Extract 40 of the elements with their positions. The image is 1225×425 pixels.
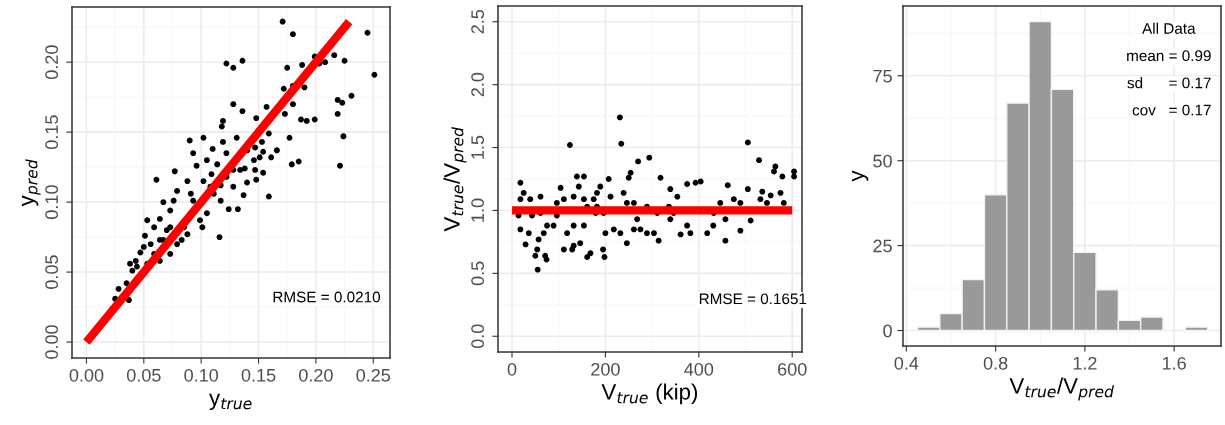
y-tick-label: 2.5 (471, 9, 485, 34)
annotation: RMSE = 0.0210 (273, 291, 381, 303)
y-tick-label: 2.0 (471, 72, 485, 97)
x-tick-label: 0.00 (69, 368, 104, 382)
x-tick-label: 200 (591, 362, 620, 376)
x-axis-title: y$_{true}$ (209, 393, 252, 411)
x-tick-label: 0.05 (126, 368, 161, 382)
x-axis-title: V$_{true}$ (kip) (601, 383, 698, 405)
x-tick-label: 600 (778, 362, 807, 376)
y-tick-label: 0.20 (45, 45, 59, 79)
x-tick-label: 0.20 (299, 368, 333, 382)
annotation: All Data (1142, 22, 1196, 34)
x-tick-label: 0.25 (356, 368, 391, 382)
y-tick-label: 0 (883, 324, 892, 338)
y-tick-label: 1.0 (471, 198, 485, 222)
x-tick-label: 0.10 (184, 368, 219, 382)
y-axis-title: V$_{true}$/V$_{pred}$ (443, 127, 467, 232)
annotation: sd = 0.17 (1127, 77, 1211, 89)
annotation: cov = 0.17 (1132, 104, 1211, 116)
x-tick-label: 0.4 (894, 356, 919, 370)
y-tick-label: 0.05 (45, 255, 59, 289)
x-tick-label: 0.8 (983, 356, 1008, 370)
x-tick-label: 0 (507, 362, 517, 376)
y-tick-label: 25 (873, 239, 892, 253)
y-tick-label: 0.10 (45, 185, 59, 219)
y-tick-label: 75 (873, 69, 892, 83)
x-tick-label: 1.6 (1162, 356, 1186, 370)
y-axis-title: y$_{pred}$ (21, 159, 41, 207)
annotation: RMSE = 0.1651 (699, 293, 807, 305)
y-tick-label: 0.15 (45, 115, 59, 149)
y-tick-label: 0.5 (471, 261, 485, 286)
y-tick-label: 0.0 (471, 324, 485, 349)
annotation: mean = 0.99 (1127, 50, 1211, 62)
y-axis-title: y (851, 170, 869, 182)
x-tick-label: 1.2 (1073, 356, 1097, 370)
x-tick-label: 0.15 (241, 368, 276, 382)
x-axis-title: V$_{true}$/V$_{pred}$ (1009, 377, 1114, 401)
y-tick-label: 50 (873, 154, 892, 168)
y-tick-label: 1.5 (471, 135, 485, 159)
x-tick-label: 400 (684, 362, 714, 376)
